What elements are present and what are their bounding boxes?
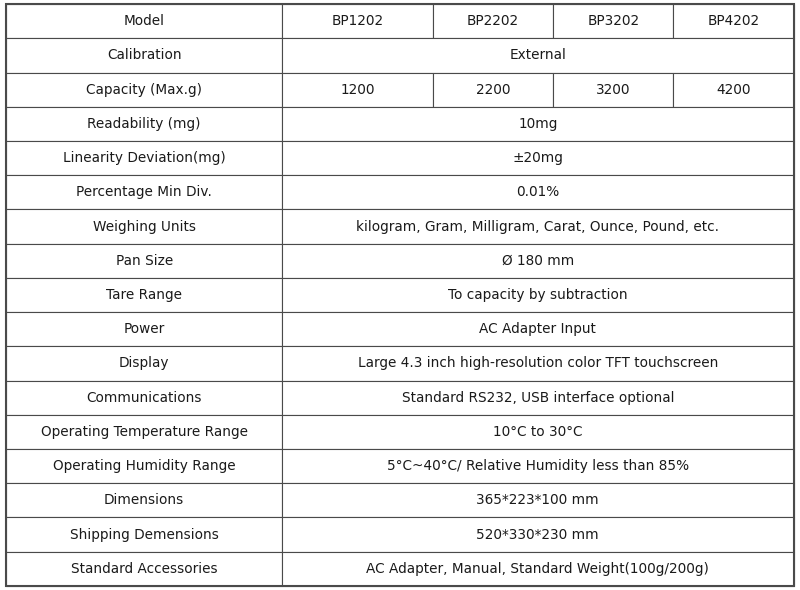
Bar	[282, 483, 794, 517]
Bar	[282, 209, 794, 244]
Bar	[433, 73, 553, 107]
Text: BP1202: BP1202	[331, 14, 383, 28]
Bar	[282, 415, 794, 449]
Bar	[6, 107, 282, 141]
Text: ±20mg: ±20mg	[512, 151, 563, 165]
Bar	[6, 278, 282, 312]
Bar	[282, 346, 794, 381]
Bar	[282, 449, 794, 483]
Text: Pan Size: Pan Size	[115, 254, 173, 268]
Bar	[282, 517, 794, 552]
Text: External: External	[510, 48, 566, 63]
Bar	[553, 4, 674, 38]
Text: Standard Accessories: Standard Accessories	[71, 562, 218, 576]
Text: Percentage Min Div.: Percentage Min Div.	[76, 185, 212, 199]
Bar	[6, 552, 282, 586]
Bar	[282, 381, 794, 415]
Bar	[6, 346, 282, 381]
Bar	[6, 517, 282, 552]
Text: Calibration: Calibration	[107, 48, 182, 63]
Bar	[282, 278, 794, 312]
Bar	[6, 381, 282, 415]
Text: Large 4.3 inch high-resolution color TFT touchscreen: Large 4.3 inch high-resolution color TFT…	[358, 356, 718, 371]
Bar	[282, 244, 794, 278]
Text: Readability (mg): Readability (mg)	[87, 117, 201, 131]
Bar	[6, 4, 282, 38]
Bar	[433, 4, 553, 38]
Bar	[282, 4, 433, 38]
Bar	[282, 73, 433, 107]
Text: To capacity by subtraction: To capacity by subtraction	[448, 288, 627, 302]
Text: Dimensions: Dimensions	[104, 493, 184, 507]
Text: AC Adapter Input: AC Adapter Input	[479, 322, 596, 336]
Bar	[6, 38, 282, 73]
Text: Standard RS232, USB interface optional: Standard RS232, USB interface optional	[402, 391, 674, 405]
Text: Ø 180 mm: Ø 180 mm	[502, 254, 574, 268]
Text: BP4202: BP4202	[707, 14, 759, 28]
Text: Model: Model	[124, 14, 165, 28]
Text: Shipping Demensions: Shipping Demensions	[70, 527, 218, 542]
Bar	[282, 312, 794, 346]
Text: Power: Power	[123, 322, 165, 336]
Bar	[6, 73, 282, 107]
Bar	[6, 141, 282, 175]
Text: 5°C~40°C/ Relative Humidity less than 85%: 5°C~40°C/ Relative Humidity less than 85…	[386, 459, 689, 473]
Text: 3200: 3200	[596, 83, 630, 97]
Bar	[6, 449, 282, 483]
Bar	[6, 175, 282, 209]
Text: 365*223*100 mm: 365*223*100 mm	[477, 493, 599, 507]
Text: 0.01%: 0.01%	[516, 185, 559, 199]
Bar	[6, 483, 282, 517]
Bar	[6, 415, 282, 449]
Text: 520*330*230 mm: 520*330*230 mm	[477, 527, 599, 542]
Text: 2200: 2200	[476, 83, 510, 97]
Text: BP2202: BP2202	[467, 14, 519, 28]
Bar	[6, 312, 282, 346]
Text: Display: Display	[119, 356, 170, 371]
Text: Capacity (Max.g): Capacity (Max.g)	[86, 83, 202, 97]
Text: BP3202: BP3202	[587, 14, 639, 28]
Bar	[282, 552, 794, 586]
Text: Tare Range: Tare Range	[106, 288, 182, 302]
Text: Operating Humidity Range: Operating Humidity Range	[53, 459, 235, 473]
Text: kilogram, Gram, Milligram, Carat, Ounce, Pound, etc.: kilogram, Gram, Milligram, Carat, Ounce,…	[356, 219, 719, 234]
Text: 1200: 1200	[340, 83, 374, 97]
Text: 4200: 4200	[716, 83, 750, 97]
Bar	[6, 244, 282, 278]
Bar	[674, 4, 794, 38]
Text: Weighing Units: Weighing Units	[93, 219, 196, 234]
Bar	[282, 175, 794, 209]
Bar	[282, 38, 794, 73]
Text: Operating Temperature Range: Operating Temperature Range	[41, 425, 248, 439]
Bar	[6, 209, 282, 244]
Text: Linearity Deviation(mg): Linearity Deviation(mg)	[62, 151, 226, 165]
Text: 10°C to 30°C: 10°C to 30°C	[493, 425, 582, 439]
Bar	[282, 107, 794, 141]
Text: AC Adapter, Manual, Standard Weight(100g/200g): AC Adapter, Manual, Standard Weight(100g…	[366, 562, 709, 576]
Text: Communications: Communications	[86, 391, 202, 405]
Bar	[674, 73, 794, 107]
Text: 10mg: 10mg	[518, 117, 558, 131]
Bar	[282, 141, 794, 175]
Bar	[553, 73, 674, 107]
